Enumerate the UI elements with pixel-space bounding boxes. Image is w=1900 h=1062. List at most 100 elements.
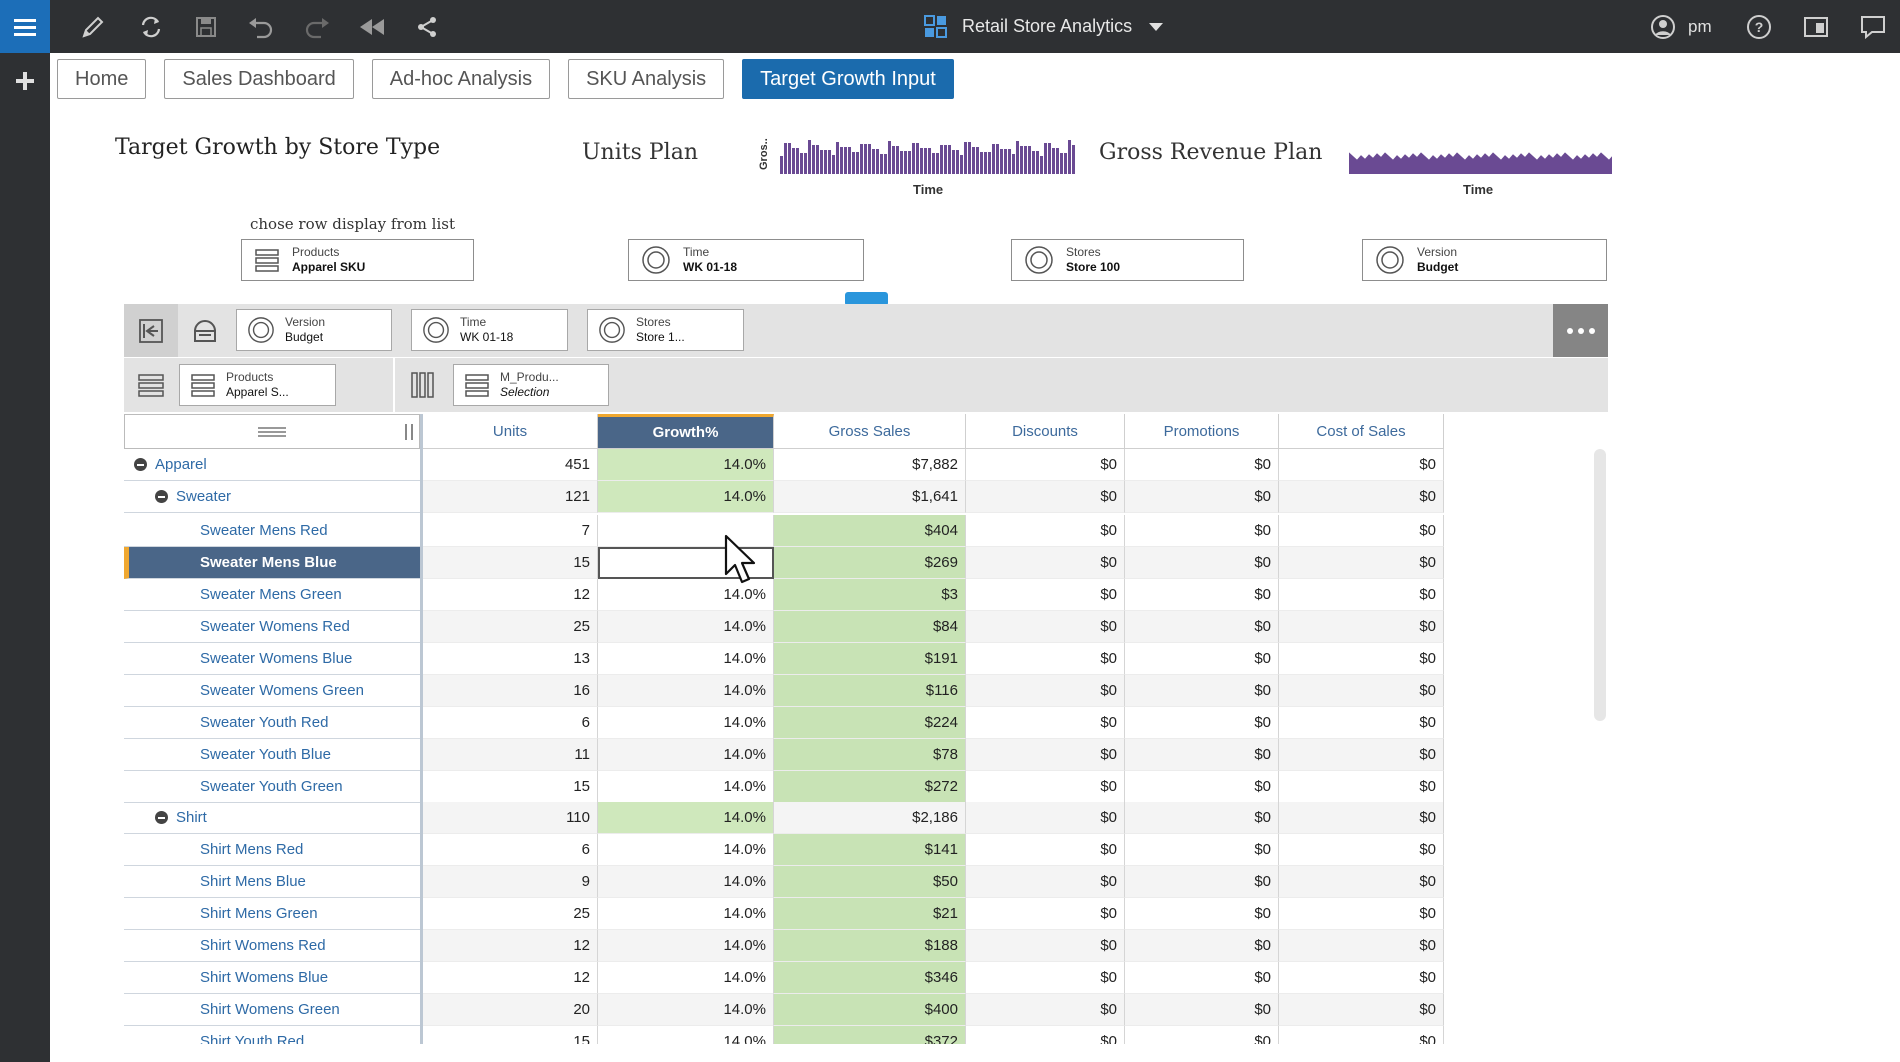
cell-cost-of-sales[interactable]: $0 bbox=[1279, 1026, 1444, 1044]
cell-gross-sales[interactable]: $346 bbox=[774, 962, 966, 994]
cell-gross-sales[interactable]: $224 bbox=[774, 707, 966, 739]
row-label[interactable]: Shirt Youth Red bbox=[124, 1026, 420, 1044]
cell-cost-of-sales[interactable]: $0 bbox=[1279, 611, 1444, 643]
column-header-promotions[interactable]: Promotions bbox=[1125, 414, 1279, 449]
cell-discounts[interactable]: $0 bbox=[966, 834, 1125, 866]
cell-growth-pct[interactable]: 14.0% bbox=[598, 802, 774, 834]
cell-units[interactable]: 12 bbox=[423, 579, 598, 611]
row-label[interactable]: Sweater bbox=[124, 481, 420, 513]
cell-discounts[interactable]: $0 bbox=[966, 643, 1125, 675]
gross-revenue-sparkline[interactable] bbox=[1349, 136, 1612, 174]
cell-cost-of-sales[interactable]: $0 bbox=[1279, 930, 1444, 962]
cell-growth-pct[interactable]: 14.0% bbox=[598, 739, 774, 771]
cell-cost-of-sales[interactable]: $0 bbox=[1279, 962, 1444, 994]
rows-button[interactable] bbox=[124, 358, 178, 411]
row-label[interactable]: Sweater Mens Blue bbox=[124, 547, 420, 579]
stores-selector[interactable]: Stores Store 100 bbox=[1011, 239, 1244, 281]
cell-discounts[interactable]: $0 bbox=[966, 771, 1125, 803]
products-selector[interactable]: Products Apparel SKU bbox=[241, 239, 474, 281]
cell-growth-pct[interactable]: 14.0% bbox=[598, 707, 774, 739]
tab-sales-dashboard[interactable]: Sales Dashboard bbox=[164, 59, 354, 99]
cell-growth-pct[interactable]: 14.0% bbox=[598, 994, 774, 1026]
cell-cost-of-sales[interactable]: $0 bbox=[1279, 643, 1444, 675]
row-label[interactable]: Sweater Mens Green bbox=[124, 579, 420, 611]
cell-gross-sales[interactable]: $78 bbox=[774, 739, 966, 771]
add-button[interactable] bbox=[9, 65, 41, 97]
cell-growth-pct[interactable]: 14.0% bbox=[598, 481, 774, 513]
context-chip-stores[interactable]: Stores Store 1... bbox=[587, 309, 744, 351]
row-label[interactable]: Sweater Mens Red bbox=[124, 515, 420, 547]
cell-gross-sales[interactable]: $400 bbox=[774, 994, 966, 1026]
cell-units[interactable]: 121 bbox=[423, 481, 598, 513]
cell-cost-of-sales[interactable]: $0 bbox=[1279, 898, 1444, 930]
cell-cost-of-sales[interactable]: $0 bbox=[1279, 994, 1444, 1026]
units-plan-sparkline[interactable] bbox=[780, 128, 1077, 174]
collapse-panel-button[interactable] bbox=[124, 304, 178, 357]
cell-cost-of-sales[interactable]: $0 bbox=[1279, 834, 1444, 866]
cell-gross-sales[interactable]: $372 bbox=[774, 1026, 966, 1044]
cell-units[interactable]: 6 bbox=[423, 834, 598, 866]
cell-cost-of-sales[interactable]: $0 bbox=[1279, 707, 1444, 739]
cell-cost-of-sales[interactable]: $0 bbox=[1279, 802, 1444, 834]
cell-units[interactable]: 20 bbox=[423, 994, 598, 1026]
row-label[interactable]: Apparel bbox=[124, 449, 420, 481]
cell-units[interactable]: 25 bbox=[423, 611, 598, 643]
cell-units[interactable]: 451 bbox=[423, 449, 598, 481]
more-options-button[interactable] bbox=[1553, 304, 1608, 357]
column-dimension-chip[interactable]: M_Produ... Selection bbox=[453, 364, 609, 406]
cell-discounts[interactable]: $0 bbox=[966, 962, 1125, 994]
cell-discounts[interactable]: $0 bbox=[966, 481, 1125, 513]
cell-promotions[interactable]: $0 bbox=[1125, 643, 1279, 675]
row-label[interactable]: Sweater Womens Red bbox=[124, 611, 420, 643]
cell-units[interactable]: 7 bbox=[423, 515, 598, 547]
cell-cost-of-sales[interactable]: $0 bbox=[1279, 547, 1444, 579]
tab-ad-hoc-analysis[interactable]: Ad-hoc Analysis bbox=[371, 59, 551, 99]
cell-promotions[interactable]: $0 bbox=[1125, 579, 1279, 611]
cell-growth-pct[interactable]: 14.0% bbox=[598, 962, 774, 994]
row-label[interactable]: Sweater Youth Red bbox=[124, 707, 420, 739]
cell-promotions[interactable]: $0 bbox=[1125, 962, 1279, 994]
cell-growth-pct[interactable]: 14.0% bbox=[598, 834, 774, 866]
cell-gross-sales[interactable]: $7,882 bbox=[774, 449, 966, 481]
cell-promotions[interactable]: $0 bbox=[1125, 771, 1279, 803]
cell-units[interactable]: 15 bbox=[423, 1026, 598, 1044]
swap-button[interactable] bbox=[178, 304, 232, 357]
cell-growth-pct[interactable]: 14.0% bbox=[598, 1026, 774, 1044]
cell-promotions[interactable]: $0 bbox=[1125, 1026, 1279, 1044]
cell-discounts[interactable]: $0 bbox=[966, 707, 1125, 739]
row-label[interactable]: Sweater Youth Blue bbox=[124, 739, 420, 771]
cell-gross-sales[interactable]: $404 bbox=[774, 515, 966, 547]
help-icon[interactable]: ? bbox=[1742, 10, 1776, 44]
cell-cost-of-sales[interactable]: $0 bbox=[1279, 771, 1444, 803]
column-header-growth-pct[interactable]: Growth% bbox=[598, 414, 774, 449]
cell-promotions[interactable]: $0 bbox=[1125, 611, 1279, 643]
cell-promotions[interactable]: $0 bbox=[1125, 675, 1279, 707]
hamburger-menu-button[interactable] bbox=[0, 0, 50, 53]
cell-discounts[interactable]: $0 bbox=[966, 675, 1125, 707]
cell-promotions[interactable]: $0 bbox=[1125, 547, 1279, 579]
cell-gross-sales[interactable]: $3 bbox=[774, 579, 966, 611]
cell-growth-pct[interactable] bbox=[598, 515, 774, 547]
row-label[interactable]: Shirt Mens Red bbox=[124, 834, 420, 866]
row-label[interactable]: Sweater Womens Green bbox=[124, 675, 420, 707]
cell-cost-of-sales[interactable]: $0 bbox=[1279, 515, 1444, 547]
cell-growth-pct[interactable]: 14.0% bbox=[598, 611, 774, 643]
context-chip-time[interactable]: Time WK 01-18 bbox=[411, 309, 568, 351]
tab-home[interactable]: Home bbox=[57, 59, 147, 99]
cell-gross-sales[interactable]: $21 bbox=[774, 898, 966, 930]
cell-promotions[interactable]: $0 bbox=[1125, 707, 1279, 739]
tab-sku-analysis[interactable]: SKU Analysis bbox=[568, 59, 725, 99]
redo-icon[interactable] bbox=[300, 10, 334, 44]
row-header-resize-grip[interactable] bbox=[398, 414, 420, 449]
cell-gross-sales[interactable]: $116 bbox=[774, 675, 966, 707]
undo-icon[interactable] bbox=[244, 10, 278, 44]
column-header-discounts[interactable]: Discounts bbox=[966, 414, 1125, 449]
cell-units[interactable]: 9 bbox=[423, 866, 598, 898]
column-header-cost-of-sales[interactable]: Cost of Sales bbox=[1279, 414, 1444, 449]
pencil-icon[interactable] bbox=[76, 10, 110, 44]
collapse-toggle-icon[interactable] bbox=[134, 458, 147, 471]
time-selector[interactable]: Time WK 01-18 bbox=[628, 239, 864, 281]
grid-scrollbar[interactable] bbox=[1594, 449, 1606, 721]
cell-units[interactable]: 15 bbox=[423, 547, 598, 579]
cell-cost-of-sales[interactable]: $0 bbox=[1279, 866, 1444, 898]
